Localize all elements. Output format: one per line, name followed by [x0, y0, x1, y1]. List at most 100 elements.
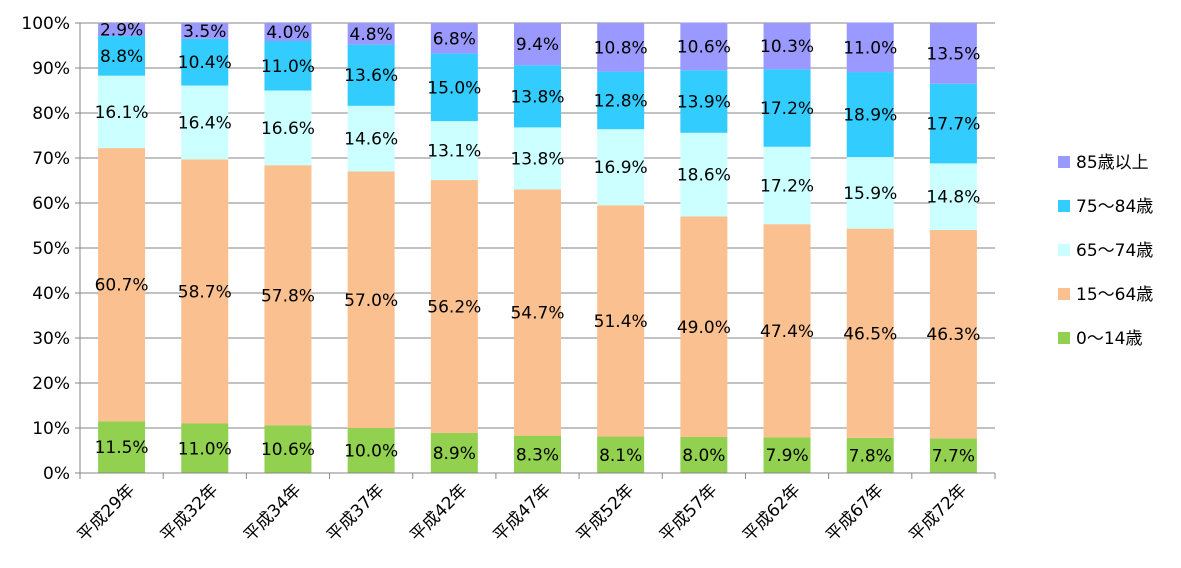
legend-swatch — [1058, 288, 1070, 300]
data-label: 54.7% — [510, 304, 564, 324]
x-tick-label: 平成62年 — [739, 480, 805, 546]
bar-segment — [929, 23, 977, 84]
y-tick-label: 20% — [32, 374, 70, 394]
data-label: 51.4% — [594, 312, 648, 332]
data-label: 14.8% — [926, 188, 980, 208]
data-label: 12.8% — [594, 91, 648, 111]
x-tick-label: 平成32年 — [157, 480, 223, 546]
data-label: 11.0% — [261, 57, 315, 77]
bar-segment — [514, 189, 561, 436]
y-tick-label: 50% — [32, 239, 70, 259]
data-label: 14.6% — [344, 130, 398, 150]
data-label: 7.9% — [765, 446, 808, 466]
bar-segment — [846, 72, 894, 158]
data-label: 10.6% — [261, 440, 315, 460]
legend: 85歳以上 75〜84歳 65〜74歳 15〜64歳 0〜14歳 — [1058, 153, 1153, 349]
bar-segment — [430, 432, 478, 473]
bar-segment — [763, 224, 811, 438]
legend-label: 15〜64歳 — [1076, 285, 1153, 305]
data-label: 10.3% — [760, 37, 814, 57]
data-label: 8.0% — [682, 446, 725, 466]
legend-label: 75〜84歳 — [1076, 197, 1153, 217]
data-label: 57.0% — [344, 291, 398, 311]
bar-segment — [846, 157, 894, 229]
data-label: 2.9% — [100, 21, 143, 41]
data-label: 49.0% — [677, 318, 731, 338]
data-label: 8.9% — [433, 444, 476, 464]
bar-segment — [347, 428, 395, 473]
data-label: 60.7% — [95, 276, 149, 296]
y-tick-label: 10% — [32, 419, 70, 439]
data-label: 11.0% — [843, 38, 897, 58]
x-tick-label: 平成67年 — [822, 480, 888, 546]
data-label: 3.5% — [183, 22, 226, 42]
data-label: 7.7% — [932, 447, 975, 467]
bar-segment — [181, 159, 229, 424]
bar-segment — [846, 228, 894, 438]
bar-segment — [763, 23, 811, 70]
data-label: 13.8% — [510, 149, 564, 169]
data-label: 13.1% — [427, 142, 481, 162]
data-label: 10.0% — [344, 442, 398, 462]
y-tick-label: 80% — [32, 104, 70, 124]
legend-swatch — [1058, 244, 1070, 256]
bar-segment — [514, 435, 561, 473]
bar-segment — [929, 83, 977, 164]
bar-segment — [763, 437, 811, 473]
bar-segment — [597, 436, 645, 473]
data-label: 11.0% — [178, 439, 232, 459]
bar-segment — [181, 23, 229, 39]
data-label: 13.8% — [510, 87, 564, 107]
x-tick-label: 平成42年 — [406, 480, 472, 546]
y-tick-label: 70% — [32, 149, 70, 169]
bar-segment — [181, 85, 229, 160]
data-label: 10.6% — [677, 37, 731, 57]
data-label: 10.8% — [594, 38, 648, 58]
bar-segment — [597, 71, 645, 130]
data-label: 16.9% — [594, 158, 648, 178]
bar-segment — [181, 423, 229, 473]
data-label: 8.3% — [516, 445, 559, 465]
data-label: 15.0% — [427, 78, 481, 98]
bar-segment — [680, 70, 728, 133]
bar-segment — [347, 105, 395, 172]
bar-segment — [430, 53, 478, 122]
bar-segment — [680, 132, 728, 217]
bar-segment — [347, 171, 395, 428]
x-tick-label: 平成72年 — [905, 480, 971, 546]
data-labels: 11.5% 60.7% 16.1% 8.8% 2.9% 11.0% 58.7% 16.4% 10… — [95, 21, 981, 467]
y-tick-label: 0% — [43, 464, 70, 484]
bar-segment — [929, 230, 977, 439]
x-tick-label: 平成29年 — [74, 480, 140, 546]
y-tick-label: 60% — [32, 194, 70, 214]
x-tick-label: 平成52年 — [573, 480, 639, 546]
data-label: 57.8% — [261, 286, 315, 306]
bar-segment — [98, 148, 146, 422]
bar-segment — [763, 69, 811, 147]
data-label: 58.7% — [178, 282, 232, 302]
y-axis: 0% 10% 20% 30% 40% 50% 60% 70% 80% 90% 100% — [21, 14, 81, 484]
bar-segment — [264, 165, 312, 426]
data-label: 13.5% — [926, 44, 980, 64]
data-label: 8.8% — [100, 47, 143, 67]
data-label: 16.6% — [261, 119, 315, 139]
bar-segment — [347, 23, 395, 45]
data-label: 4.0% — [266, 23, 309, 43]
data-label: 17.7% — [926, 115, 980, 135]
bar-segment — [597, 23, 645, 72]
y-tick-label: 100% — [21, 14, 70, 34]
bar-segment — [430, 23, 478, 54]
bar-segment — [98, 75, 146, 149]
bar-segment — [597, 129, 645, 206]
legend-label: 85歳以上 — [1076, 153, 1149, 173]
legend-swatch — [1058, 332, 1070, 344]
bar-segment — [264, 41, 312, 91]
data-label: 17.2% — [760, 99, 814, 119]
bar-segment — [514, 23, 561, 66]
data-label: 16.4% — [178, 113, 232, 133]
data-label: 11.5% — [95, 438, 149, 458]
bar-segment — [929, 163, 977, 230]
data-label: 47.4% — [760, 322, 814, 342]
bar-segment — [98, 36, 146, 76]
